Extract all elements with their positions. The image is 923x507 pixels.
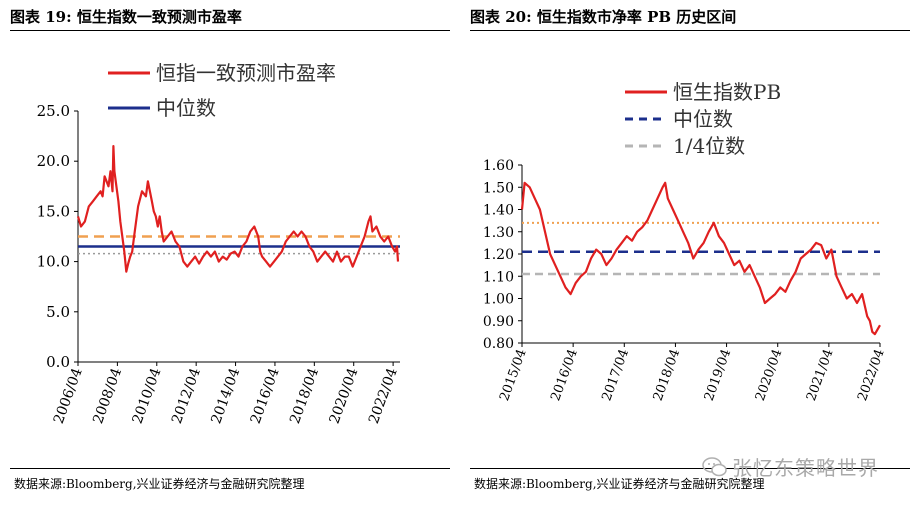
x-tick-label: 2016/04 [248, 366, 283, 426]
right-chart: 0.80 0.90 1.00 1.10 1.20 1.30 1.40 1.50 1.60 2015… [483, 80, 888, 403]
y-tick-label: 0.90 [483, 314, 514, 330]
x-tick-label: 2017/04 [599, 347, 632, 403]
left-chart: 0.0 5.0 10.0 15.0 20.0 25.0 2006/04 2008/04 2010… [37, 61, 401, 426]
x-tick-label: 2021/04 [804, 347, 837, 403]
x-tick-label: 2008/04 [90, 366, 125, 426]
left-source-rule [10, 468, 450, 469]
legend-label: 恒生指数PB [673, 80, 781, 104]
right-title-rule [470, 30, 910, 31]
y-tick-label: 1.30 [483, 225, 514, 241]
legend-label: 中位数 [673, 107, 733, 131]
left-figure-title: 图表 19: 恒生指数一致预测市盈率 [10, 8, 242, 26]
legend-label: 中位数 [156, 96, 216, 120]
watermark-text: 张忆东策略世界 [732, 456, 879, 480]
x-tick-label: 2014/04 [208, 366, 243, 426]
x-tick-label: 2010/04 [130, 366, 165, 426]
x-tick-label: 2015/04 [497, 347, 530, 403]
legend-label: 1/4位数 [673, 134, 745, 158]
y-tick-label: 0.0 [46, 353, 70, 371]
y-tick-label: 20.0 [37, 152, 70, 170]
right-figure-title: 图表 20: 恒生指数市净率 PB 历史区间 [470, 8, 737, 26]
left-title-rule [10, 30, 450, 31]
y-tick-label: 1.60 [483, 158, 514, 174]
left-source-note: 数据来源:Bloomberg,兴业证券经济与金融研究院整理 [14, 477, 305, 491]
right-source-note: 数据来源:Bloomberg,兴业证券经济与金融研究院整理 [474, 477, 765, 491]
y-tick-label: 10.0 [37, 253, 70, 271]
y-tick-label: 5.0 [46, 303, 70, 321]
right-source-rule [470, 468, 910, 469]
x-tick-label: 2016/04 [548, 347, 581, 403]
x-tick-label: 2022/04 [855, 347, 888, 403]
y-tick-label: 1.20 [483, 247, 514, 263]
y-tick-label: 25.0 [37, 102, 70, 120]
x-tick-label: 2020/04 [327, 366, 362, 426]
x-tick-label: 2022/04 [366, 366, 401, 426]
y-tick-label: 1.00 [483, 292, 514, 308]
series-line [76, 144, 400, 273]
y-tick-label: 0.80 [483, 336, 514, 352]
x-tick-label: 2018/04 [651, 347, 684, 403]
wechat-icon [702, 457, 727, 477]
x-tick-label: 2012/04 [169, 366, 204, 426]
y-tick-label: 15.0 [37, 202, 70, 220]
y-tick-label: 1.50 [483, 180, 514, 196]
x-tick-label: 2006/04 [51, 366, 86, 426]
x-tick-label: 2018/04 [287, 366, 322, 426]
series-line [520, 181, 881, 336]
y-tick-label: 1.40 [483, 203, 514, 219]
x-tick-label: 2020/04 [753, 347, 786, 403]
legend-label: 恒指一致预测市盈率 [156, 61, 336, 85]
y-tick-label: 1.10 [483, 269, 514, 285]
x-tick-label: 2019/04 [702, 347, 735, 403]
